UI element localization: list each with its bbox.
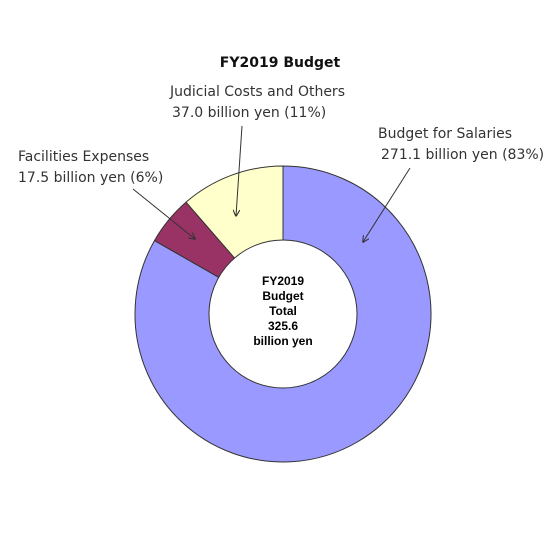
center-label-line-1: FY2019 xyxy=(262,274,304,288)
center-label-line-2: Budget xyxy=(262,289,303,303)
slice-label-facilities-value: 17.5 billion yen (6%) xyxy=(18,170,163,186)
slice-label-salaries-value: 271.1 billion yen (83%) xyxy=(381,147,544,163)
center-label-line-3: Total xyxy=(269,304,297,318)
arrow-salaries xyxy=(363,167,411,242)
slice-label-salaries-name: Budget for Salaries xyxy=(378,126,512,142)
slice-label-facilities-name: Facilities Expenses xyxy=(18,149,149,165)
slice-label-judicial-name: Judicial Costs and Others xyxy=(169,84,345,100)
arrow-facilities xyxy=(132,188,195,239)
center-label-line-5: billion yen xyxy=(253,334,312,348)
chart-title: FY2019 Budget xyxy=(220,55,341,71)
donut-hole xyxy=(208,239,358,389)
center-label-line-4: 325.6 xyxy=(268,319,298,333)
arrow-judicial xyxy=(236,125,243,216)
slice-label-judicial-value: 37.0 billion yen (11%) xyxy=(172,105,326,121)
